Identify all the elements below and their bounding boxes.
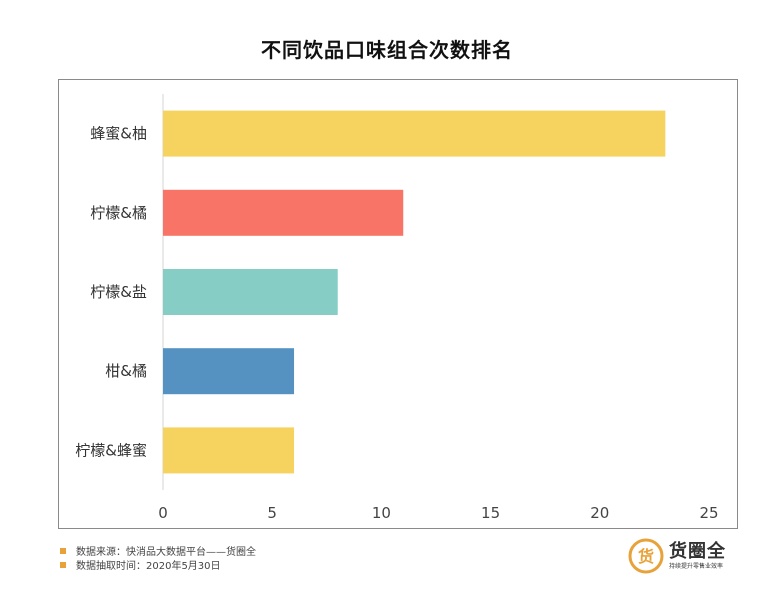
x-tick-label: 10: [372, 504, 391, 522]
category-label: 柠檬&橘: [90, 204, 147, 222]
brand-text: 货圈全 持续提升零售业效率: [669, 540, 726, 571]
category-labels: 蜂蜜&柚柠檬&橘柠檬&盐柑&橘柠檬&蜂蜜: [75, 125, 147, 460]
x-tick-label: 5: [267, 504, 277, 522]
footer-period: 数据抽取时间：2020年5月30日: [60, 557, 221, 572]
brand-logo: 货 货圈全 持续提升零售业效率: [627, 536, 747, 576]
brand-name: 货圈全: [669, 540, 726, 562]
x-tick-labels: 0 5 10 15 20 25: [158, 504, 718, 522]
footer-source-text: 数据来源：快消品大数据平台——货圈全: [76, 547, 256, 558]
bar-4: [163, 348, 295, 395]
x-tick-label: 0: [158, 504, 168, 522]
bullet-icon: [60, 547, 66, 554]
category-label: 柠檬&盐: [90, 283, 147, 301]
category-label: 蜂蜜&柚: [90, 125, 147, 143]
x-tick-label: 20: [590, 504, 609, 522]
footer-period-text: 数据抽取时间：2020年5月30日: [76, 561, 221, 572]
logo-icon: 货: [628, 538, 664, 574]
x-tick-label: 25: [699, 504, 718, 522]
bar-5: [163, 427, 295, 474]
x-tick-label: 15: [481, 504, 500, 522]
chart-title: 不同饮品口味组合次数排名: [261, 38, 513, 62]
bar-2: [163, 189, 404, 236]
category-label: 柠檬&蜂蜜: [75, 441, 147, 459]
bullet-icon: [60, 561, 66, 568]
footer-source: 数据来源：快消品大数据平台——货圈全: [60, 543, 256, 558]
plot-area-frame: [58, 79, 738, 529]
bar-1: [163, 110, 666, 157]
brand-slogan: 持续提升零售业效率: [669, 562, 724, 570]
bar-3: [163, 269, 338, 315]
bars-group: [163, 110, 666, 474]
logo-character: 货: [638, 547, 654, 566]
category-label: 柑&橘: [105, 362, 147, 380]
